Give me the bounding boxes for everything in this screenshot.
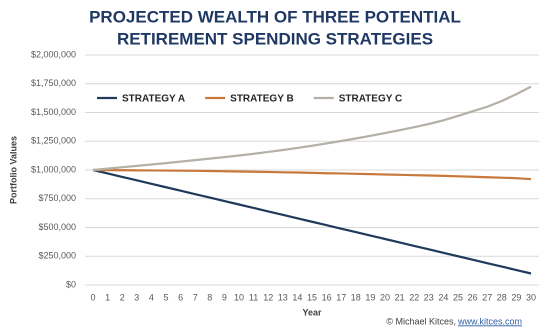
- x-tick-label: 21: [395, 292, 405, 302]
- x-tick-label: 15: [307, 292, 317, 302]
- x-tick-label: 24: [438, 292, 448, 302]
- y-tick-label: $1,000,000: [31, 164, 76, 174]
- x-tick-label: 30: [526, 292, 536, 302]
- x-tick-label: 19: [365, 292, 375, 302]
- x-tick-label: 10: [234, 292, 244, 302]
- y-tick-label: $500,000: [38, 222, 76, 232]
- y-tick-label: $1,250,000: [31, 136, 76, 146]
- x-tick-label: 17: [336, 292, 346, 302]
- y-tick-label: $750,000: [38, 193, 76, 203]
- x-tick-label: 23: [424, 292, 434, 302]
- x-tick-label: 6: [178, 292, 183, 302]
- credit-link[interactable]: www.kitces.com: [457, 316, 522, 326]
- x-tick-label: 16: [322, 292, 332, 302]
- x-tick-label: 20: [380, 292, 390, 302]
- x-axis-title: Year: [302, 307, 322, 317]
- legend-label: STRATEGY B: [230, 94, 294, 105]
- x-tick-label: 11: [249, 292, 258, 302]
- x-tick-label: 27: [482, 292, 492, 302]
- x-tick-label: 2: [120, 292, 125, 302]
- data-line: [92, 85, 532, 172]
- x-tick-label: 26: [468, 292, 478, 302]
- x-tick-label: 29: [511, 292, 521, 302]
- x-tick-label: 3: [134, 292, 139, 302]
- y-tick-label: $1,500,000: [31, 107, 76, 117]
- y-tick-label: $0: [66, 279, 76, 289]
- x-tick-label: 25: [453, 292, 463, 302]
- x-tick-label: 4: [149, 292, 154, 302]
- data-line: [92, 168, 532, 181]
- y-tick-label: $2,000,000: [31, 49, 76, 59]
- y-tick-label: $1,750,000: [31, 78, 76, 88]
- chart-title: RETIREMENT SPENDING STRATEGIES: [117, 29, 433, 48]
- data-line: [92, 168, 532, 275]
- x-tick-label: 13: [278, 292, 288, 302]
- legend-label: STRATEGY C: [339, 94, 403, 105]
- x-tick-label: 8: [207, 292, 212, 302]
- x-tick-label: 12: [263, 292, 273, 302]
- x-tick-label: 18: [351, 292, 361, 302]
- x-tick-label: 1: [105, 292, 110, 302]
- x-tick-label: 0: [90, 292, 95, 302]
- x-tick-label: 28: [497, 292, 507, 302]
- x-tick-label: 22: [409, 292, 419, 302]
- x-tick-label: 7: [193, 292, 198, 302]
- x-tick-label: 5: [163, 292, 168, 302]
- x-tick-label: 9: [222, 292, 227, 302]
- chart-title: PROJECTED WEALTH OF THREE POTENTIAL: [89, 7, 461, 26]
- y-tick-label: $250,000: [38, 251, 76, 261]
- legend-label: STRATEGY A: [122, 94, 185, 105]
- y-axis-title: Portfolio Values: [8, 136, 18, 204]
- x-tick-label: 14: [292, 292, 302, 302]
- credit: © Michael Kitces,: [386, 316, 456, 326]
